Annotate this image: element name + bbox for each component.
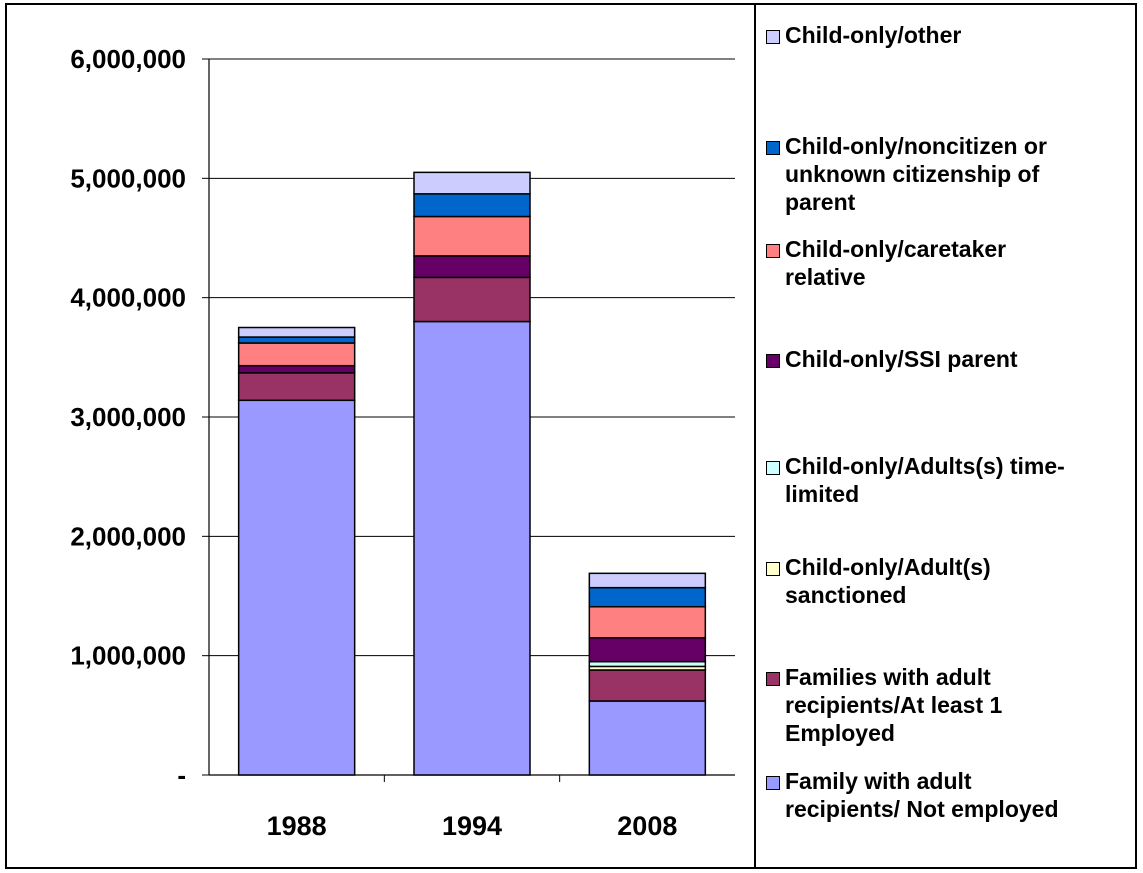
bar-segment-2008 xyxy=(588,637,707,663)
legend-label: recipients/ Not employed xyxy=(785,796,1059,822)
legend-item: Child-only/Adult(s) sanctioned xyxy=(766,553,1136,609)
legend-label: Child-only/caretaker xyxy=(785,236,1007,262)
bar-segment-1988 xyxy=(237,326,356,338)
legend-swatch xyxy=(766,354,780,368)
legend-swatch xyxy=(766,562,780,576)
legend-label: Families with adult xyxy=(785,664,991,690)
bar-segment-1994 xyxy=(413,171,531,195)
x-tick-label: 1988 xyxy=(267,811,327,841)
legend-label: unknown citizenship of xyxy=(785,161,1040,187)
bar-segment-1988 xyxy=(237,364,356,374)
legend-swatch xyxy=(766,141,780,155)
y-tick-label: 5,000,000 xyxy=(70,163,186,193)
legend-item: Child-only/other xyxy=(766,21,1136,49)
legend-item: Child-only/noncitizen or unknown citizens… xyxy=(766,132,1136,216)
legend-label: recipients/At least 1 xyxy=(785,692,1003,718)
x-tick-label: 2008 xyxy=(617,811,677,841)
legend-swatch xyxy=(766,776,780,790)
y-tick-label: 1,000,000 xyxy=(70,641,186,671)
bar-segment-1994 xyxy=(413,276,531,323)
legend-swatch xyxy=(766,244,780,258)
y-tick-labels: - 1,000,000 2,000,000 3,000,000 4,000,000 5,0… xyxy=(70,44,186,790)
bar-segment-2008 xyxy=(588,669,707,702)
legend-swatch xyxy=(766,672,780,686)
bar-segment-2008 xyxy=(588,572,707,589)
x-tick-label: 1994 xyxy=(442,811,502,841)
y-tick-label: 2,000,000 xyxy=(70,521,186,551)
legend-item: Families with adult recipients/At least 1… xyxy=(766,663,1136,747)
legend-item: Child-only/SSI parent xyxy=(766,345,1136,373)
bar-segment-2008 xyxy=(588,605,707,639)
bar-segment-1988 xyxy=(237,399,356,776)
legend-label: Child-only/Adult(s) xyxy=(785,554,991,580)
y-tick-label: - xyxy=(177,760,186,790)
legend-item: Child-only/Adults(s) time-limited xyxy=(766,452,1136,508)
bar-segment-2008 xyxy=(588,586,707,608)
bars xyxy=(237,171,707,776)
bar-segment-1988 xyxy=(237,336,356,344)
legend: Child-only/other Child-only/noncitizen or… xyxy=(754,3,1137,869)
bar-segment-2008 xyxy=(588,700,707,776)
y-tick-label: 4,000,000 xyxy=(70,283,186,313)
legend-label: Child-only/SSI parent xyxy=(785,346,1018,372)
legend-item: Child-only/caretaker relative xyxy=(766,235,1136,291)
y-tick-label: 6,000,000 xyxy=(70,44,186,74)
legend-label: Child-only/Adults(s) time- xyxy=(785,453,1065,479)
legend-label: relative xyxy=(785,264,866,290)
legend-label: Child-only/noncitizen or xyxy=(785,133,1047,159)
legend-label: Child-only/other xyxy=(785,22,962,48)
bar-segment-1994 xyxy=(413,215,531,257)
legend-label: sanctioned xyxy=(785,582,907,608)
legend-label: Employed xyxy=(785,720,895,746)
legend-item: Family with adult recipients/ Not employe… xyxy=(766,767,1136,823)
legend-label: Family with adult xyxy=(785,768,972,794)
legend-swatch xyxy=(766,30,780,44)
bar-segment-1988 xyxy=(237,372,356,402)
bar-segment-1994 xyxy=(413,255,531,279)
bar-segment-1988 xyxy=(237,342,356,367)
stacked-bar-chart: - 1,000,000 2,000,000 3,000,000 4,000,000 5,0… xyxy=(70,44,735,841)
y-tick-label: 3,000,000 xyxy=(70,402,186,432)
legend-label: limited xyxy=(785,481,860,507)
legend-label: parent xyxy=(785,189,856,215)
legend-swatch xyxy=(766,461,780,475)
x-tick-labels: 1988 1994 2008 xyxy=(267,811,678,841)
bar-segment-1994 xyxy=(413,320,531,776)
bar-segment-1994 xyxy=(413,193,531,218)
